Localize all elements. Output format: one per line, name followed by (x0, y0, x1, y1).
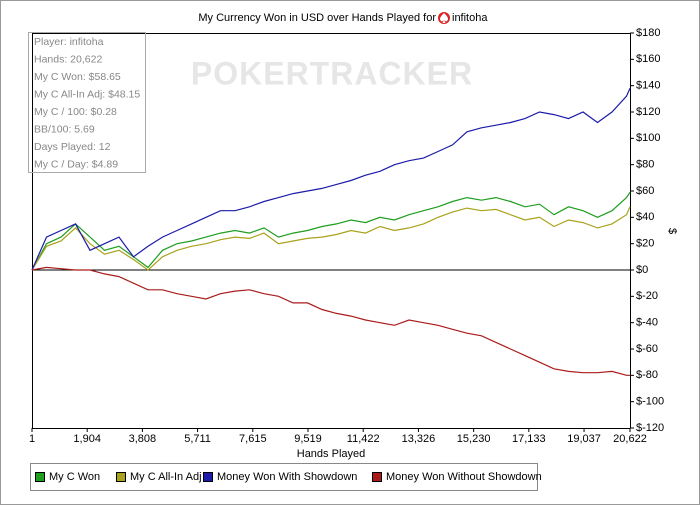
y-tick-label: $180 (636, 27, 660, 39)
legend-swatch (35, 472, 45, 482)
y-tick-label: $160 (636, 53, 660, 65)
y-tick-label: $140 (636, 80, 660, 92)
player-icon (438, 12, 450, 24)
x-tick-label: 5,711 (184, 433, 211, 445)
y-tick-label: $20 (636, 238, 654, 250)
legend-label: My C Won (49, 471, 100, 483)
legend-label: Money Won Without Showdown (386, 471, 542, 483)
y-tick-label: $60 (636, 185, 654, 197)
y-axis-label: $ (666, 228, 678, 234)
info-box: Player: infitoha Hands: 20,622 My C Won: $… (28, 32, 146, 173)
legend-swatch (372, 472, 382, 482)
y-tick-label: $-40 (636, 317, 658, 329)
info-line: Hands: 20,622 (34, 53, 102, 65)
info-line: My C Won: $58.65 (34, 71, 121, 83)
legend-swatch (116, 472, 126, 482)
info-line: Player: infitoha (34, 36, 104, 48)
legend: My C Won My C All-In Adj Money Won With Sh… (35, 471, 542, 483)
watermark: POKERTRACKER (191, 55, 473, 91)
y-tick-label: $40 (636, 211, 654, 223)
x-tick-label: 11,422 (347, 433, 380, 445)
x-tick-label: 20,622 (613, 433, 647, 445)
series-line (31, 206, 631, 271)
info-line: BB/100: 5.69 (34, 123, 95, 135)
y-tick-label: $-120 (636, 422, 664, 434)
y-tick-label: $0 (636, 264, 648, 276)
legend-label: Money Won With Showdown (217, 471, 357, 483)
plot-area: $180 $160 $140 $120 $100 $80 $60 $40 $20 $0 $-20 $-… (29, 27, 664, 445)
x-tick-label: 15,230 (457, 433, 491, 445)
info-line: My C / 100: $0.28 (34, 106, 117, 118)
legend-box (30, 463, 538, 491)
info-line: Days Played: 12 (34, 141, 111, 153)
y-tick-label: $-20 (636, 290, 658, 302)
series-line (31, 88, 631, 271)
y-tick-label: $100 (636, 132, 660, 144)
y-tick-label: $-80 (636, 369, 658, 381)
series-line (31, 266, 630, 376)
x-tick-label: 1,904 (73, 433, 101, 445)
x-axis-label: Hands Played (297, 448, 366, 460)
y-tick-label: $-100 (636, 396, 664, 408)
x-tick-label: 3,808 (129, 433, 157, 445)
x-tick-label: 1 (29, 433, 35, 445)
legend-label: My C All-In Adj (130, 471, 202, 483)
x-tick-label: 9,519 (294, 433, 322, 445)
y-tick-label: $80 (636, 159, 654, 171)
player-name: infitoha (452, 12, 488, 24)
info-line: My C All-In Adj: $48.15 (34, 88, 140, 100)
info-line: My C / Day: $4.89 (34, 158, 118, 170)
y-tick-label: $120 (636, 106, 660, 118)
x-tick-label: 13,326 (402, 433, 436, 445)
chart-title: My Currency Won in USD over Hands Played… (198, 12, 436, 24)
legend-swatch (203, 472, 213, 482)
y-tick-label: $-60 (636, 343, 658, 355)
x-tick-label: 7,615 (239, 433, 267, 445)
x-tick-label: 19,037 (567, 433, 601, 445)
x-tick-label: 17,133 (512, 433, 546, 445)
